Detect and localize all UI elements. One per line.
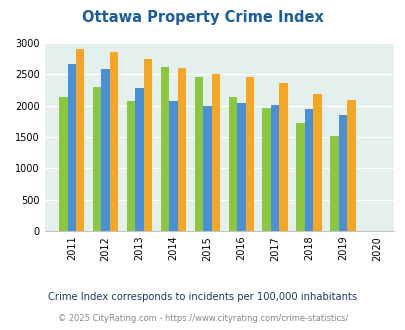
Bar <box>110 52 118 231</box>
Bar <box>143 59 152 231</box>
Bar <box>237 103 245 231</box>
Bar <box>296 123 304 231</box>
Text: Ottawa Property Crime Index: Ottawa Property Crime Index <box>82 10 323 25</box>
Bar <box>135 88 143 231</box>
Bar <box>160 67 169 231</box>
Text: © 2025 CityRating.com - https://www.cityrating.com/crime-statistics/: © 2025 CityRating.com - https://www.city… <box>58 314 347 323</box>
Bar <box>211 74 220 231</box>
Bar <box>67 64 76 231</box>
Bar <box>101 69 110 231</box>
Bar <box>169 101 177 231</box>
Bar <box>245 77 254 231</box>
Bar <box>59 97 67 231</box>
Bar <box>338 115 346 231</box>
Bar <box>202 106 211 231</box>
Bar <box>329 136 338 231</box>
Bar <box>346 100 355 231</box>
Text: Crime Index corresponds to incidents per 100,000 inhabitants: Crime Index corresponds to incidents per… <box>48 292 357 302</box>
Bar <box>262 108 270 231</box>
Bar <box>304 109 313 231</box>
Bar <box>270 105 279 231</box>
Bar <box>126 101 135 231</box>
Bar <box>93 87 101 231</box>
Bar <box>313 94 321 231</box>
Bar <box>228 97 237 231</box>
Bar <box>194 78 202 231</box>
Bar <box>177 68 186 231</box>
Bar <box>279 83 287 231</box>
Bar <box>76 49 84 231</box>
